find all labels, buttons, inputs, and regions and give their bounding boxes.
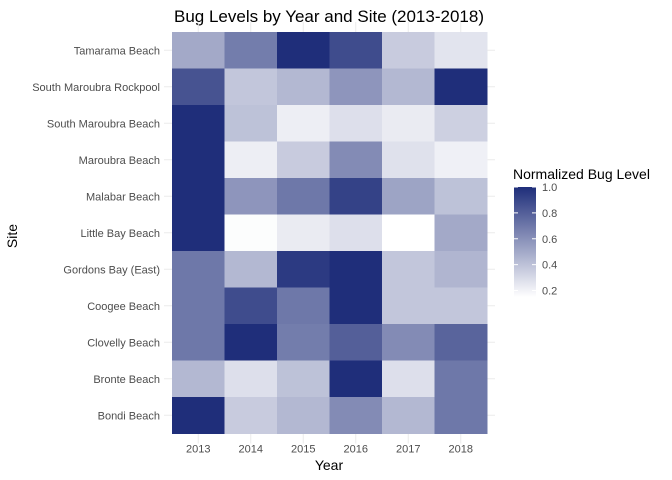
heatmap-cell [329, 68, 383, 106]
x-tick-label: 2017 [396, 444, 420, 456]
x-axis-title: Year [315, 457, 344, 473]
y-tick-label: Clovelly Beach [87, 337, 160, 349]
heatmap-cell [382, 287, 435, 325]
heatmap-cell [329, 287, 383, 325]
heatmap-cell [434, 178, 488, 215]
heatmap-cell [172, 105, 225, 142]
chart-title: Bug Levels by Year and Site (2013-2018) [174, 7, 484, 26]
heatmap-cell [172, 287, 225, 325]
heatmap-cell [277, 178, 330, 215]
legend-ticks: 0.2 0.4 0.6 0.8 1.0 [514, 182, 557, 298]
heatmap-cell [172, 324, 225, 361]
heatmap-cell [172, 32, 225, 69]
heatmap-cell [382, 141, 435, 179]
heatmap-cell [434, 397, 488, 434]
heatmap-cell [172, 214, 225, 252]
heatmap-cell [277, 251, 330, 288]
heatmap-cell [329, 178, 383, 215]
heatmap-cell [434, 68, 488, 106]
y-axis-title: Site [4, 224, 20, 248]
heatmap-cell [382, 105, 435, 142]
heatmap-cell [277, 397, 330, 434]
x-tick-label: 2013 [186, 444, 210, 456]
heatmap-cell [172, 141, 225, 179]
heatmap-cell [329, 214, 383, 252]
heatmap-cell [277, 360, 330, 398]
y-tick-label: Tamarama Beach [74, 45, 160, 57]
x-tick-label: 2015 [291, 444, 315, 456]
heatmap-cell [224, 287, 278, 325]
heatmap-cell [382, 68, 435, 106]
heatmap-cell [224, 324, 278, 361]
heatmap-cell [382, 324, 435, 361]
heatmap-cell [329, 397, 383, 434]
legend-tick-label: 0.6 [542, 234, 557, 246]
heatmap-cell [224, 178, 278, 215]
heatmap-cell [329, 360, 383, 398]
y-tick-label: South Maroubra Beach [47, 118, 160, 130]
legend-tick-label: 0.2 [542, 286, 557, 298]
y-tick-label: South Maroubra Rockpool [32, 82, 160, 94]
heatmap-cell [382, 32, 435, 69]
heatmap-cell [277, 141, 330, 179]
heatmap-cell [277, 68, 330, 106]
heatmap-cell [382, 214, 435, 252]
heatmap-cell [224, 214, 278, 252]
heatmap-cell [172, 360, 225, 398]
legend-colorbar [514, 187, 536, 297]
x-tick-label: 2018 [449, 444, 473, 456]
heatmap-cell [224, 32, 278, 69]
heatmap-cell [277, 324, 330, 361]
heatmap-cell [172, 397, 225, 434]
heatmap-cell [434, 360, 488, 398]
heatmap-cell [382, 360, 435, 398]
legend-title: Normalized Bug Level [513, 166, 650, 182]
y-tick-label: Bronte Beach [93, 374, 160, 386]
heatmap-cell [224, 397, 278, 434]
heatmap-cell [277, 32, 330, 69]
y-tick-label: Bondi Beach [98, 410, 160, 422]
heatmap-cell [434, 251, 488, 288]
heatmap-cell [224, 360, 278, 398]
heatmap-cell [224, 141, 278, 179]
heatmap-cells [172, 32, 488, 434]
y-axis-ticks: Tamarama Beach South Maroubra Rockpool Sou… [32, 45, 160, 422]
heatmap-cell [434, 141, 488, 179]
heatmap-cell [434, 324, 488, 361]
heatmap-cell [277, 214, 330, 252]
heatmap-cell [434, 214, 488, 252]
heatmap-cell [277, 287, 330, 325]
color-legend: Normalized Bug Level 0.2 0.4 0.6 0.8 1.0 [513, 166, 650, 298]
y-tick-label: Malabar Beach [86, 191, 160, 203]
y-tick-label: Maroubra Beach [79, 155, 160, 167]
heatmap-cell [172, 178, 225, 215]
heatmap-cell [382, 397, 435, 434]
heatmap-cell [329, 141, 383, 179]
x-tick-label: 2016 [344, 444, 368, 456]
heatmap-cell [172, 251, 225, 288]
heatmap-cell [434, 32, 488, 69]
heatmap-cell [277, 105, 330, 142]
heatmap-cell [382, 178, 435, 215]
heatmap-cell [224, 251, 278, 288]
heatmap-cell [329, 32, 383, 69]
heatmap-cell [329, 105, 383, 142]
heatmap-cell [224, 105, 278, 142]
x-tick-label: 2014 [239, 444, 263, 456]
legend-tick-label: 1.0 [542, 182, 557, 194]
heatmap-cell [434, 287, 488, 325]
x-axis-ticks: 2013 2014 2015 2016 2017 2018 [186, 444, 473, 456]
y-tick-label: Coogee Beach [87, 301, 160, 313]
heatmap-cell [382, 251, 435, 288]
heatmap-cell [329, 251, 383, 288]
y-tick-label: Gordons Bay (East) [63, 264, 160, 276]
heatmap-cell [434, 105, 488, 142]
heatmap-cell [172, 68, 225, 106]
legend-tick-label: 0.4 [542, 260, 557, 272]
legend-tick-label: 0.8 [542, 208, 557, 220]
y-tick-label: Little Bay Beach [81, 228, 161, 240]
heatmap-cell [224, 68, 278, 106]
heatmap-cell [329, 324, 383, 361]
